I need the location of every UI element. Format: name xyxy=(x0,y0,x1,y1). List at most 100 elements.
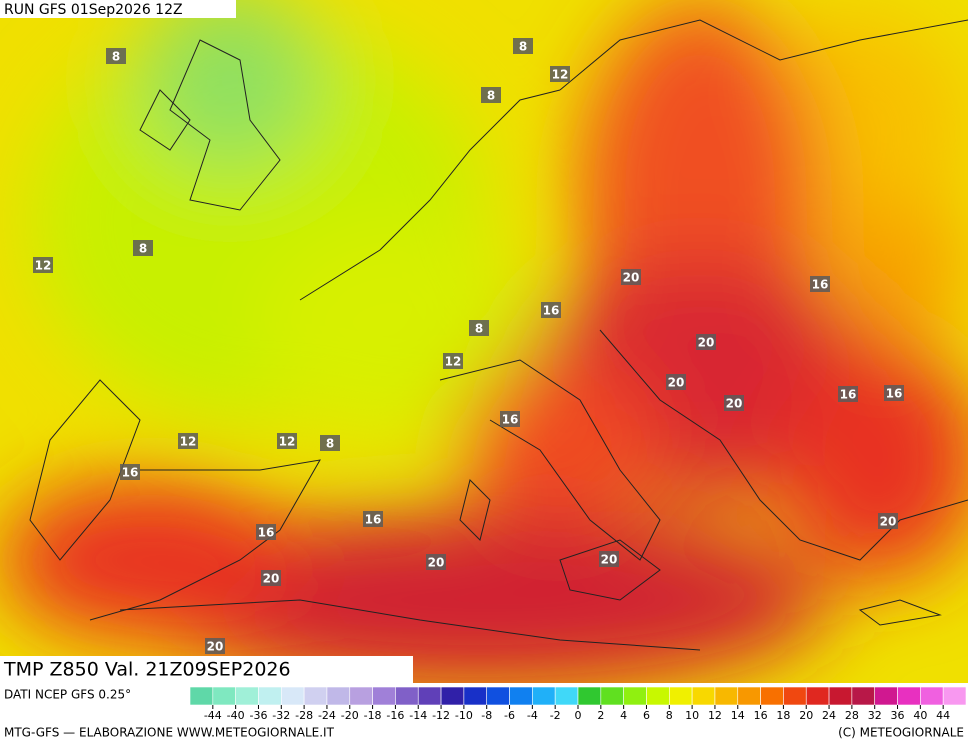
legend-swatch xyxy=(783,686,807,706)
legend-tick-label: 36 xyxy=(891,709,905,722)
legend-tick-label: 6 xyxy=(643,709,650,722)
contour-label-box xyxy=(261,570,281,586)
legend-swatch xyxy=(577,686,602,706)
contour-label: 20 xyxy=(621,269,641,285)
contour-label: 12 xyxy=(33,257,53,273)
legend-swatch xyxy=(897,686,921,706)
legend-tick-label: 18 xyxy=(776,709,790,722)
contour-label: 16 xyxy=(884,385,904,401)
contour-label-box xyxy=(277,433,297,449)
contour-label-text: 20 xyxy=(601,553,618,567)
legend-tick-label: -4 xyxy=(527,709,538,722)
legend-swatch xyxy=(874,686,898,706)
contour-label-text: 20 xyxy=(668,376,685,390)
legend-swatch xyxy=(463,686,488,706)
contour-label-box xyxy=(599,551,619,567)
contour-label-box xyxy=(469,320,489,336)
contour-label-text: 12 xyxy=(552,68,569,82)
contour-label-text: 16 xyxy=(886,387,903,401)
run-box xyxy=(0,0,236,18)
contour-label-text: 12 xyxy=(35,259,52,273)
legend-swatch xyxy=(828,686,853,706)
legend-tick-label: -6 xyxy=(504,709,515,722)
contour-label: 8 xyxy=(106,48,126,64)
color-legend: -44 -40 -36 -32 -28 -24 -20 -18 -16 -14 -12 -10 -8 -6… xyxy=(189,686,967,722)
contour-label: 8 xyxy=(513,38,533,54)
legend-swatch xyxy=(395,686,419,706)
contour-label-text: 16 xyxy=(502,413,519,427)
legend-swatch xyxy=(486,686,510,706)
legend-source: DATI NCEP GFS 0.25° xyxy=(4,688,131,702)
legend-tick-label: 10 xyxy=(685,709,699,722)
legend-swatch xyxy=(920,686,944,706)
legend-swatch xyxy=(942,686,967,706)
legend-tick-label: 8 xyxy=(666,709,673,722)
temperature-field xyxy=(0,0,968,683)
contour-label-text: 12 xyxy=(180,435,197,449)
legend-swatch xyxy=(554,686,579,706)
contour-label-box xyxy=(884,385,904,401)
legend-swatch xyxy=(691,686,716,706)
contour-label: 8 xyxy=(469,320,489,336)
contour-label-text: 16 xyxy=(812,278,829,292)
contour-label-box xyxy=(696,334,716,350)
legend-swatch xyxy=(714,686,739,706)
legend-swatch xyxy=(212,686,236,706)
contour-label-text: 20 xyxy=(207,640,224,654)
legend-swatch xyxy=(280,686,305,706)
contour-label-box xyxy=(443,353,463,369)
contour-label: 8 xyxy=(133,240,153,256)
contour-label-box xyxy=(481,87,501,103)
contour-label: 20 xyxy=(878,513,898,529)
legend-swatch xyxy=(349,686,373,706)
contour-label: 20 xyxy=(426,554,446,570)
legend-tick-label: -10 xyxy=(455,709,473,722)
contour-label-text: 16 xyxy=(122,466,139,480)
contour-label-box xyxy=(363,511,383,527)
contour-label: 20 xyxy=(261,570,281,586)
contour-label-box xyxy=(320,435,340,451)
legend-tick-label: -8 xyxy=(481,709,492,722)
legend-tick-label: -32 xyxy=(272,709,290,722)
legend-swatch xyxy=(189,686,214,706)
copyright: (C) METEOGIORNALE xyxy=(838,726,964,740)
legend-tick-label: -18 xyxy=(364,709,382,722)
legend-tick-label: -16 xyxy=(386,709,404,722)
legend-swatch xyxy=(668,686,693,706)
legend-swatch xyxy=(303,686,328,706)
legend-tick-label: 40 xyxy=(913,709,927,722)
legend-swatch xyxy=(805,686,830,706)
legend-tick-label: -36 xyxy=(249,709,267,722)
contour-label-box xyxy=(426,554,446,570)
contour-label-box xyxy=(133,240,153,256)
legend-swatch xyxy=(509,686,533,706)
contour-labels: 8 8 12 8 8 12 20 16 16 8 20 12 20 20 16 16 16 12 12 8 16 16 16… xyxy=(33,38,904,654)
legend-tick-label: 28 xyxy=(845,709,859,722)
legend-swatch xyxy=(760,686,784,706)
contour-label-text: 20 xyxy=(880,515,897,529)
legend-swatch xyxy=(532,686,556,706)
contour-label: 20 xyxy=(696,334,716,350)
contour-label: 12 xyxy=(178,433,198,449)
contour-label: 12 xyxy=(550,66,570,82)
legend-tick-label: 32 xyxy=(868,709,882,722)
legend-tick-label: 4 xyxy=(620,709,627,722)
contour-label-text: 16 xyxy=(258,526,275,540)
contour-label-box xyxy=(810,276,830,292)
contour-label-text: 8 xyxy=(326,437,334,451)
contour-label-text: 16 xyxy=(543,304,560,318)
legend-swatch xyxy=(646,686,670,706)
contour-label-text: 12 xyxy=(279,435,296,449)
legend-tick-label: -20 xyxy=(341,709,359,722)
legend-swatch xyxy=(326,686,351,706)
legend-tick-label: -44 xyxy=(204,709,222,722)
contour-label-box xyxy=(878,513,898,529)
contour-label-box xyxy=(106,48,126,64)
contour-label: 16 xyxy=(541,302,561,318)
contour-label: 16 xyxy=(256,524,276,540)
contour-label-text: 8 xyxy=(139,242,147,256)
contour-label-box xyxy=(205,638,225,654)
legend-tick-label: -28 xyxy=(295,709,313,722)
legend-swatch xyxy=(851,686,876,706)
contour-label-box xyxy=(256,524,276,540)
